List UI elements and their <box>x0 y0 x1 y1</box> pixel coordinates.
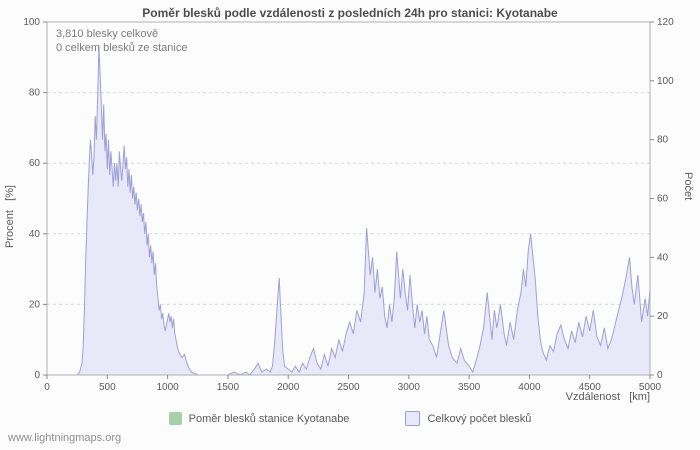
legend-label-station-ratio: Poměr blesků stanice Kyotanabe <box>188 412 350 425</box>
x-tick-label: 500 <box>99 382 116 393</box>
y-tick-label-right: 80 <box>657 135 669 146</box>
chart-legend: Poměr blesků stanice Kyotanabe Celkový p… <box>0 411 700 426</box>
y-tick-label-left: 20 <box>29 299 41 310</box>
area-total-count <box>47 45 650 375</box>
x-tick-label: 2000 <box>277 382 300 393</box>
y-tick-label-left: 40 <box>29 229 41 240</box>
legend-swatch-total-count <box>405 411 421 426</box>
x-tick-label: 3000 <box>398 382 421 393</box>
y-tick-label-right: 0 <box>657 370 663 381</box>
y-tick-label-right: 20 <box>657 311 669 322</box>
line-total-count <box>47 45 651 376</box>
x-tick-label: 5000 <box>639 382 662 393</box>
y-tick-label-right: 60 <box>657 194 669 205</box>
x-tick-label: 0 <box>44 382 50 393</box>
legend-item-total-count: Celkový počet blesků <box>405 411 531 426</box>
annotation-total-strikes: 3,810 blesky celkově <box>56 28 159 40</box>
x-tick-label: 4500 <box>579 382 602 393</box>
x-tick-label: 1000 <box>156 382 179 393</box>
y-tick-label-right: 40 <box>657 252 669 263</box>
y-tick-label-left: 0 <box>34 370 40 381</box>
x-tick-label: 4000 <box>518 382 541 393</box>
y-tick-label-left: 80 <box>29 88 41 99</box>
x-axis-label: Vzdálenost [km] <box>565 391 650 403</box>
chart-annotations: 3,810 blesky celkově 0 celkem blesků ze … <box>56 27 187 55</box>
y-tick-label-left: 100 <box>23 17 40 28</box>
legend-item-station-ratio: Poměr blesků stanice Kyotanabe <box>168 412 350 425</box>
lightningmaps-link[interactable]: www.lightningmaps.org <box>8 432 122 444</box>
annotation-station-strikes: 0 celkem blesků ze stanice <box>56 42 188 54</box>
y-tick-label-left: 60 <box>29 158 41 169</box>
chart-title: Poměr blesků podle vzdálenosti z posledn… <box>142 6 558 20</box>
legend-label-total-count: Celkový počet blesků <box>427 412 532 425</box>
x-tick-label: 3500 <box>458 382 481 393</box>
y-tick-label-right: 120 <box>657 17 674 28</box>
x-tick-label: 2500 <box>337 382 360 393</box>
y-axis-label-right: Počet <box>682 172 694 201</box>
y-tick-label-right: 100 <box>657 76 674 87</box>
x-tick-label: 1500 <box>217 382 240 393</box>
legend-swatch-station-ratio <box>168 412 182 425</box>
y-axis-label-left: Procent [%] <box>4 185 16 248</box>
